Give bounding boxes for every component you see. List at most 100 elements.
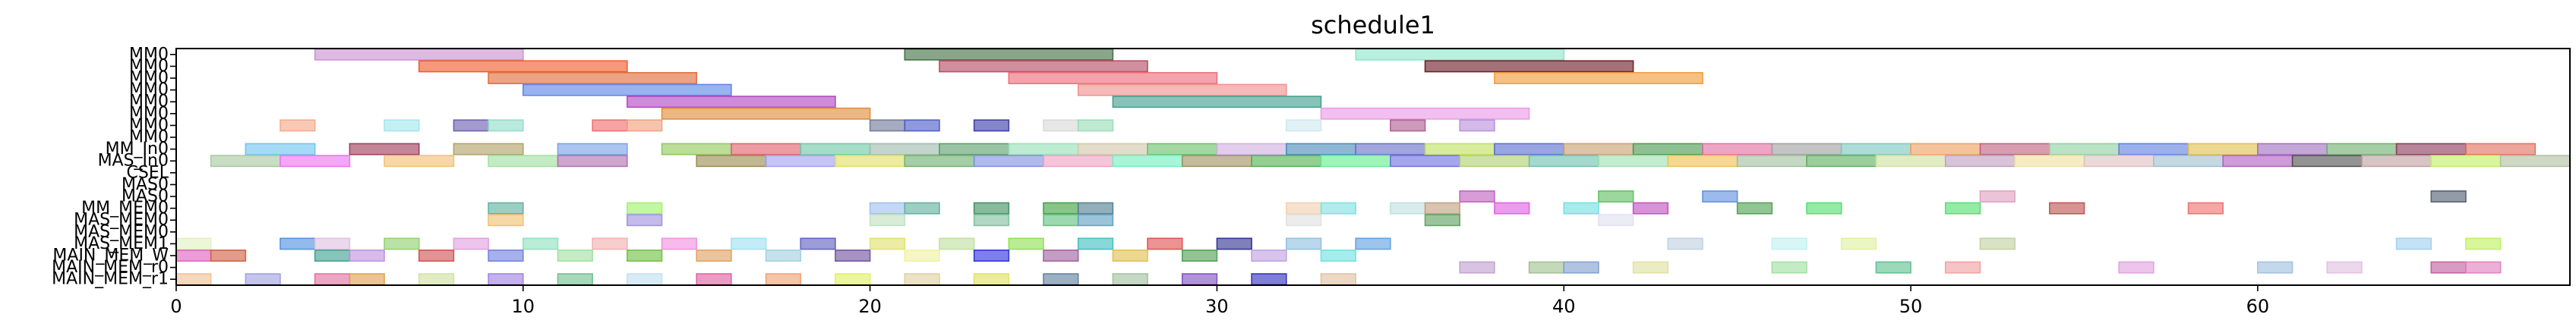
task-bar	[1736, 202, 1773, 215]
row-label: MAS0	[122, 187, 169, 206]
task-bar	[1702, 143, 1773, 155]
task-bar	[2257, 261, 2293, 274]
task-bar	[2187, 202, 2224, 215]
task-bar	[210, 250, 247, 262]
task-bar	[904, 119, 940, 132]
task-bar	[349, 273, 385, 286]
task-bar	[2465, 143, 2537, 155]
row-label: MM0	[129, 57, 169, 76]
x-tick-label: 50	[1899, 296, 1923, 317]
task-bar	[869, 214, 906, 227]
task-bar	[973, 119, 1010, 132]
task-bar	[384, 155, 455, 168]
task-bar	[488, 119, 524, 132]
row-label: MM0	[129, 69, 169, 88]
task-bar	[1008, 237, 1044, 250]
task-bar	[488, 214, 524, 227]
task-bar	[1043, 273, 1079, 286]
task-bar	[661, 143, 732, 155]
task-bar	[1944, 155, 2016, 168]
task-bar	[904, 250, 940, 262]
task-bar	[731, 143, 802, 155]
task-bar	[1875, 155, 1946, 168]
task-bar	[627, 214, 663, 227]
row-label: MAIN_MEM_r1	[52, 270, 169, 289]
row-label: MAIN_MEM_W	[52, 247, 169, 265]
x-tick-label: 30	[1205, 296, 1229, 317]
task-bar	[1008, 72, 1218, 84]
task-bar	[314, 250, 351, 262]
task-bar	[2153, 155, 2224, 168]
task-bar	[314, 48, 524, 61]
task-bar	[418, 60, 628, 73]
task-bar	[2118, 261, 2155, 274]
task-bar	[1563, 143, 1634, 155]
task-bar	[1112, 250, 1148, 262]
task-bar	[1667, 237, 1703, 250]
task-bar	[1944, 202, 1981, 215]
task-bar	[869, 119, 906, 132]
task-bar	[696, 250, 732, 262]
task-bar	[2361, 155, 2432, 168]
task-bar	[1285, 143, 1356, 155]
task-bar	[904, 202, 940, 215]
task-bar	[835, 155, 906, 168]
task-bar	[1181, 155, 1252, 168]
task-bar	[488, 250, 524, 262]
row-label: MAS_MEM0	[74, 211, 169, 230]
task-bar	[384, 237, 420, 250]
chart-title: schedule1	[1311, 11, 1435, 39]
task-bar	[835, 250, 871, 262]
task-bar	[835, 273, 871, 286]
task-bar	[765, 250, 802, 262]
task-bar	[1077, 214, 1114, 227]
task-bar	[973, 250, 1010, 262]
task-bar	[1043, 119, 1079, 132]
task-bar	[939, 60, 1148, 73]
row-label: MM0	[129, 45, 169, 64]
task-bar	[557, 273, 593, 286]
task-bar	[869, 202, 906, 215]
task-bar	[2430, 261, 2467, 274]
task-bar	[869, 143, 940, 155]
task-bar	[1008, 143, 1079, 155]
task-bar	[904, 155, 975, 168]
task-bar	[592, 237, 628, 250]
task-bar	[245, 273, 281, 286]
task-bar	[939, 143, 1010, 155]
row-label: MM_In0	[106, 140, 169, 159]
task-bar	[2395, 143, 2467, 155]
task-bar	[522, 237, 559, 250]
x-axis-ticks: 0 10 20 30 40 50 60	[170, 285, 2269, 317]
task-bar	[1563, 261, 1599, 274]
x-tick-label: 40	[1552, 296, 1576, 317]
x-tick-label: 60	[2246, 296, 2270, 317]
task-bar	[800, 143, 871, 155]
task-bar	[1563, 202, 1599, 215]
task-bar	[1494, 143, 1565, 155]
task-bar	[210, 155, 281, 168]
task-bar	[1112, 96, 1322, 108]
task-bar	[418, 250, 455, 262]
task-bar	[1494, 72, 1703, 84]
task-bar	[627, 119, 663, 132]
task-bar	[2499, 155, 2571, 168]
task-bar	[1043, 214, 1079, 227]
row-label: MM0	[129, 116, 169, 135]
task-bar	[1285, 237, 1322, 250]
task-bar	[1598, 214, 1634, 227]
task-bar	[2222, 155, 2293, 168]
task-bar	[973, 214, 1010, 227]
task-bar	[557, 250, 593, 262]
task-bar	[1320, 155, 1391, 168]
task-bar	[453, 119, 489, 132]
task-bar	[1077, 202, 1114, 215]
row-label: MAS_MEM0	[74, 222, 169, 241]
task-bar	[1077, 83, 1287, 96]
row-label: MM0	[129, 80, 169, 99]
task-bar	[1355, 143, 1426, 155]
task-bar	[1632, 143, 1703, 155]
task-bar	[1390, 119, 1426, 132]
task-bar	[1285, 119, 1322, 132]
